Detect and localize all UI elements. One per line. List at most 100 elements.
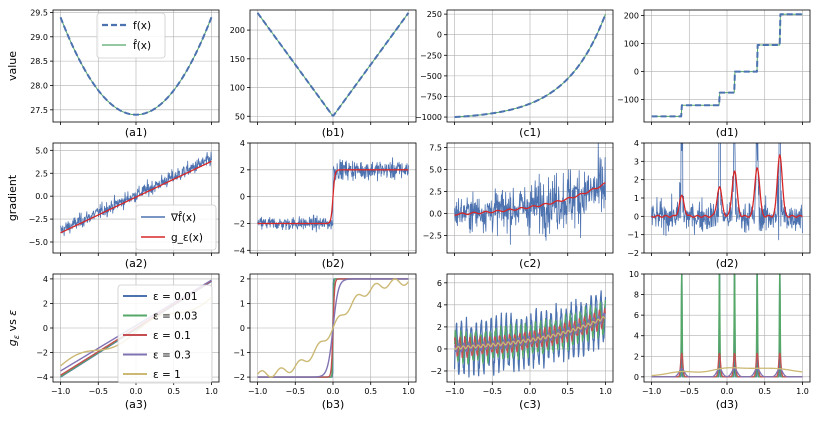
- x-tick-label: −1.0: [642, 387, 661, 396]
- y-tick-label: 100: [230, 84, 245, 93]
- panel-c2: [444, 142, 614, 256]
- series-g-eps: [651, 154, 803, 218]
- legend-row3: ε = 0.01 ε = 0.03 ε = 0.1 ε = 0.3 ε = 1: [117, 284, 213, 384]
- panel-caption: (d3): [716, 398, 739, 411]
- axes-frame: [249, 142, 417, 254]
- x-tick-label: 0.5: [364, 387, 377, 396]
- x-tick-label: 0.0: [130, 387, 143, 396]
- panel-caption: (a3): [125, 398, 147, 411]
- panel-c1: [444, 9, 614, 125]
- x-tick-label: 1.0: [796, 387, 809, 396]
- legend-label: ε = 0.03: [153, 311, 198, 323]
- y-tick-label: 0: [634, 212, 639, 221]
- series-f: [59, 16, 213, 116]
- x-tick-label: 1.0: [599, 387, 612, 396]
- y-tick-label: −500: [420, 72, 442, 81]
- panel-b3: [247, 273, 417, 385]
- x-tick-label: 0.0: [327, 387, 340, 396]
- series-grad-fhat: [60, 151, 212, 237]
- row-ylabel: gradient: [6, 174, 19, 221]
- x-tick-label: −1.0: [248, 387, 267, 396]
- panel-c3: [444, 273, 614, 385]
- y-tick-label: 7.5: [429, 143, 442, 152]
- y-tick-label: 0: [437, 345, 442, 354]
- plot-area: [59, 16, 213, 116]
- y-tick-label: 28.5: [30, 57, 48, 66]
- y-tick-label: 5.0: [429, 165, 442, 174]
- y-tick-label: 0: [240, 324, 245, 333]
- y-tick-label: −5.0: [29, 238, 48, 247]
- y-tick-label: −2.5: [29, 215, 48, 224]
- series-eps-4: [651, 367, 803, 377]
- y-tick-label: −1: [627, 231, 639, 240]
- x-tick-label: −1.0: [51, 387, 70, 396]
- series-f: [256, 12, 410, 117]
- legend-label: ∇f̂(x): [170, 211, 196, 224]
- y-tick-label: 200: [230, 26, 245, 35]
- y-tick-label: 250: [427, 10, 442, 19]
- axes-frame: [52, 142, 220, 254]
- y-tick-label: 100: [624, 40, 639, 49]
- y-tick-label: 150: [230, 55, 245, 64]
- y-tick-label: −2.5: [423, 231, 442, 240]
- y-tick-label: −100: [617, 96, 639, 105]
- y-tick-label: −2: [36, 349, 48, 358]
- axes-frame: [52, 9, 220, 123]
- y-tick-label: −1: [233, 349, 245, 358]
- legend-label: ε = 0.3: [153, 350, 191, 362]
- row-ylabel: gε vs ε: [6, 310, 21, 347]
- y-tick-label: 0: [634, 68, 639, 77]
- y-tick-label: 29.5: [30, 8, 48, 17]
- y-tick-label: 4: [634, 139, 639, 148]
- y-tick-label: 200: [624, 12, 639, 21]
- legend-row2: ∇f̂(x) g_ε(x): [135, 204, 217, 251]
- y-tick-label: 8: [634, 291, 639, 300]
- x-tick-label: −1.0: [445, 387, 464, 396]
- axes-frame: [446, 142, 614, 254]
- x-tick-label: −0.5: [89, 387, 108, 396]
- panel-b2: [247, 142, 417, 256]
- y-tick-label: 0: [634, 373, 639, 382]
- y-tick-label: 2: [437, 323, 442, 332]
- axes-frame: [643, 142, 811, 254]
- panel-caption: (b3): [322, 398, 345, 411]
- series-g-eps: [60, 160, 212, 234]
- plot-area: [651, 143, 803, 241]
- series-grad-fhat: [651, 143, 803, 241]
- y-tick-label: 1: [240, 299, 245, 308]
- y-tick-label: 4: [43, 275, 48, 284]
- y-tick-label: −4: [233, 246, 245, 255]
- axes-frame: [446, 273, 614, 383]
- y-tick-label: 0: [437, 31, 442, 40]
- x-tick-label: 0.5: [561, 387, 574, 396]
- series-grad-fhat: [454, 143, 606, 245]
- x-tick-label: −0.5: [680, 387, 699, 396]
- panel-caption: (c1): [519, 126, 541, 139]
- series-f: [651, 13, 803, 118]
- legend-label: ε = 0.1: [153, 330, 191, 342]
- plot-area: [454, 143, 606, 245]
- legend-label: f̂(x): [133, 39, 151, 52]
- plot-area: [453, 290, 607, 378]
- y-tick-label: 2: [240, 166, 245, 175]
- y-tick-label: −4: [36, 373, 48, 382]
- y-tick-label: 10: [629, 270, 639, 279]
- x-tick-label: 1.0: [205, 387, 218, 396]
- y-tick-label: −2: [233, 219, 245, 228]
- y-tick-label: −2: [430, 367, 442, 376]
- y-tick-label: 28.0: [30, 81, 48, 90]
- y-tick-label: 0: [240, 193, 245, 202]
- x-tick-label: 0.0: [721, 387, 734, 396]
- plot-area: [256, 12, 410, 117]
- y-tick-label: 2.5: [35, 169, 48, 178]
- y-tick-label: 27.5: [30, 106, 48, 115]
- y-tick-label: 6: [634, 311, 639, 320]
- series-eps-4: [257, 278, 409, 378]
- panel-caption: (d1): [716, 126, 739, 139]
- y-tick-label: −1000: [415, 113, 442, 122]
- axes-frame: [249, 273, 417, 383]
- plot-area: [257, 157, 409, 233]
- panel-caption: (a1): [125, 126, 147, 139]
- axes-frame: [249, 9, 417, 123]
